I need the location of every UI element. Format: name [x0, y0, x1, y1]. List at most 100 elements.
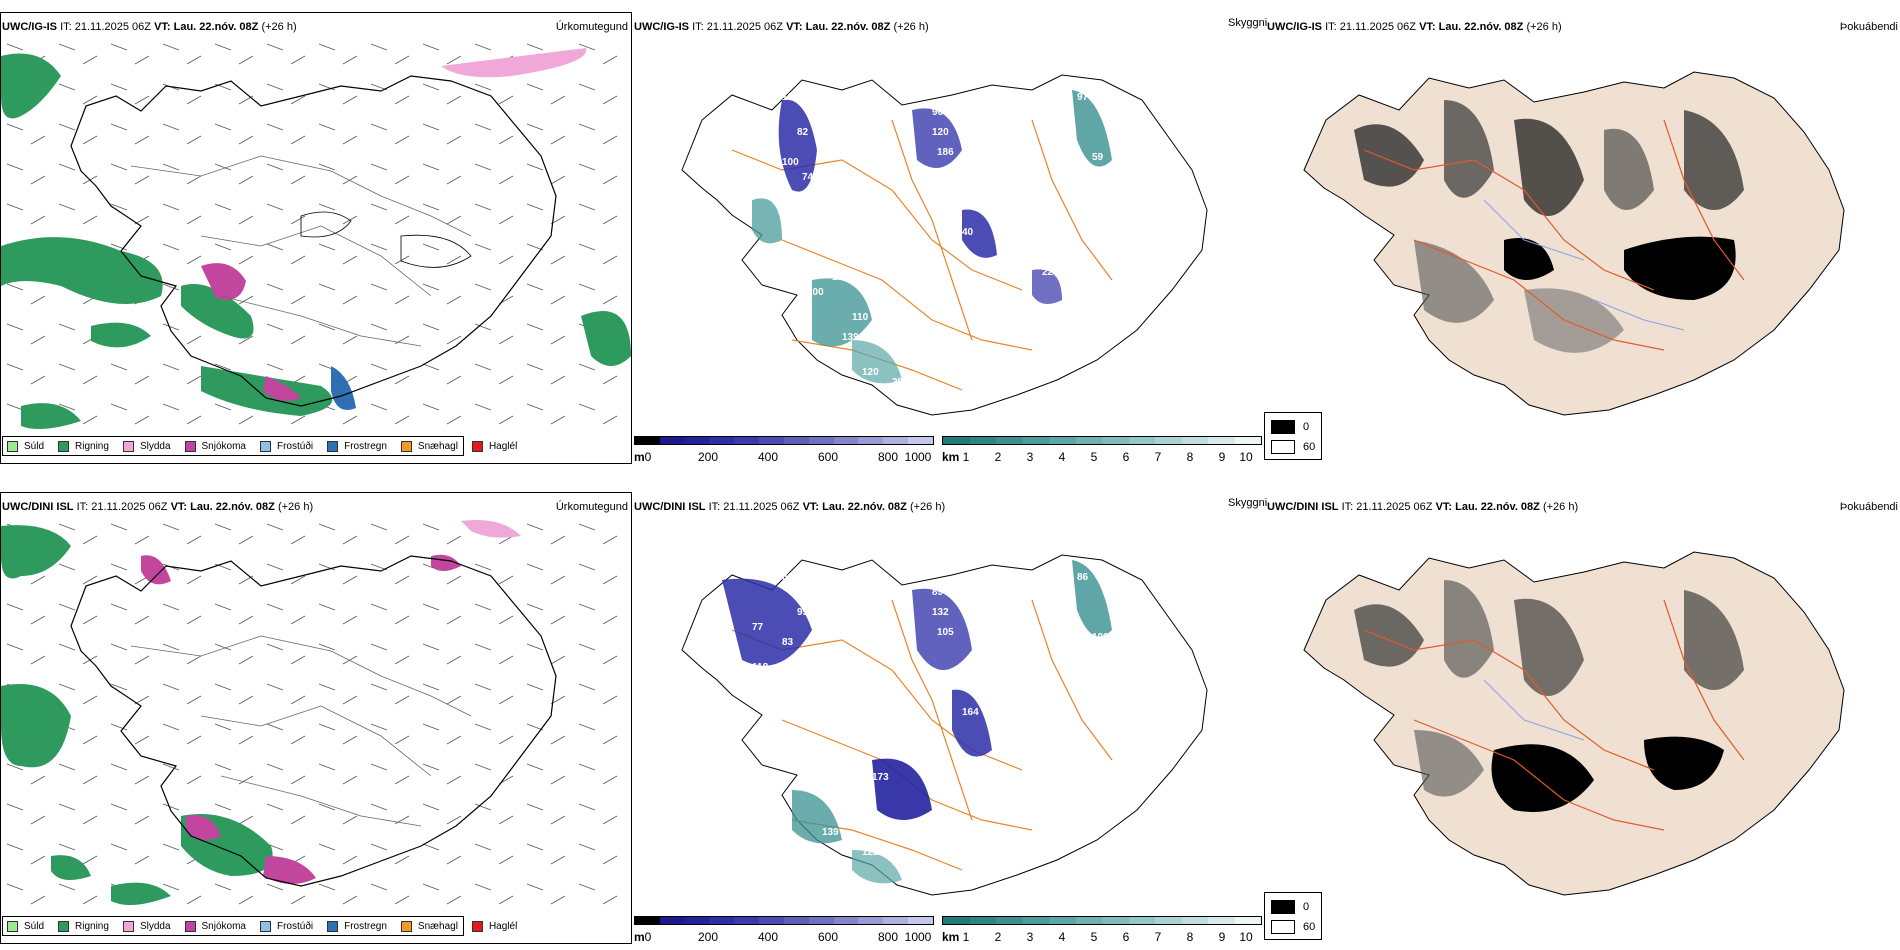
precip-legend: Súld Rigning Slydda Snjókoma Frostúði Fr… [2, 916, 517, 936]
visibility-value-label: 86 [1077, 572, 1089, 583]
vt-label: VT: [802, 501, 820, 513]
panel-header: UWC/DINI ISL IT: 21.11.2025 06Z VT: Lau.… [1267, 501, 1578, 514]
legend-item: Slydda [122, 920, 171, 932]
colorbar-swatch [1155, 917, 1182, 924]
model-name: UWC/DINI ISL [1267, 501, 1339, 513]
colorbar-swatch [709, 917, 735, 924]
colorbar-unit: km [942, 930, 960, 944]
colorbar-tick: 600 [817, 930, 839, 944]
lead-time: (+26 h) [261, 21, 297, 33]
colorbar-tick: 5 [1090, 930, 1098, 944]
coastline [1303, 551, 1845, 896]
coastline [70, 555, 557, 887]
colorbar-tick: 9 [1218, 930, 1226, 944]
visibility-value-label: 120 [712, 662, 729, 673]
panel-header: UWC/IG-IS IT: 21.11.2025 06Z VT: Lau. 22… [634, 21, 929, 34]
vt-value: Lau. 22.nóv. 08Z [173, 21, 259, 33]
vt-value: Lau. 22.nóv. 08Z [190, 501, 275, 513]
legend-item: Súld [7, 920, 44, 932]
vt-label: VT: [170, 501, 188, 513]
legend-item: Snjókoma [184, 440, 246, 452]
it-value: 21.11.2025 06Z [706, 21, 783, 33]
colorbar-swatch [759, 437, 784, 444]
visibility-value-label: 122 [862, 847, 879, 858]
vt-label: VT: [786, 21, 803, 33]
colorbar-swatch [883, 437, 909, 444]
visibility-value-label: 116 [712, 182, 729, 193]
visibility-value-label: 95 [797, 607, 809, 618]
visibility-value-label: 139 [842, 332, 859, 343]
colorbar-swatch [1128, 917, 1155, 924]
panel-header: UWC/DINI ISL IT: 21.11.2025 06Z VT: Lau.… [634, 501, 945, 514]
vt-value: Lau. 22.nóv. 08Z [805, 21, 891, 33]
panel-title: Þokuábendi [1839, 501, 1898, 513]
colorbar-tick: 5 [1090, 450, 1098, 464]
colorbar-tick: 10 [1239, 930, 1253, 944]
it-value: 21.11.2025 06Z [74, 21, 151, 33]
colorbar-tick: 400 [757, 450, 779, 464]
colorbar-swatch [1181, 917, 1208, 924]
visibility-value-label: 22 [972, 762, 984, 773]
model-name: UWC/DINI ISL [634, 501, 706, 513]
it-label: IT: [708, 501, 721, 513]
precip-type-map [1, 516, 631, 914]
visibility-value-label: 97 [1077, 92, 1089, 103]
lead-time: (+26 h) [1526, 21, 1562, 33]
visibility-value-label: 148 [822, 347, 839, 358]
visibility-value-label: 40 [962, 227, 974, 238]
visibility-value-label: 139 [822, 827, 839, 838]
legend-label: 60 [1303, 441, 1316, 453]
colorbar-swatch [1075, 437, 1102, 444]
visibility-value-label: 93 [852, 792, 864, 803]
visibility-value-label: 126 [797, 232, 814, 243]
legend-item: Súld [7, 440, 44, 452]
visibility-value-label: 76 [792, 192, 804, 203]
colorbar-tick: 3 [1026, 450, 1034, 464]
legend-item: Rigning [58, 920, 109, 932]
colorbar-swatch [1102, 917, 1129, 924]
fog-panel-1: UWC/IG-IS IT: 21.11.2025 06Z VT: Lau. 22… [1264, 12, 1900, 464]
colorbar-tick: 1 [962, 450, 970, 464]
panel-title: Skyggni [1228, 17, 1268, 29]
colorbar-swatch [734, 917, 760, 924]
colorbar-swatch [709, 437, 735, 444]
colorbar-swatch [1102, 437, 1129, 444]
legend-item: Haglél [471, 440, 517, 452]
model-name: UWC/IG-IS [634, 21, 689, 33]
visibility-m-colorbar: m 0 200 400 600 800 1000 [634, 916, 934, 950]
legend-item: Frostregn [327, 440, 387, 452]
colorbar-swatch [783, 917, 809, 924]
visibility-value-label: 66 [792, 672, 804, 683]
colorbar-swatch [684, 917, 710, 924]
visibility-value-label: 142 [804, 212, 821, 223]
visibility-value-label: 62 [804, 692, 816, 703]
legend-item: Snæhagl [400, 920, 458, 932]
precip-type-panel-1: UWC/IG-IS IT: 21.11.2025 06Z VT: Lau. 22… [0, 12, 632, 464]
model-name: UWC/IG-IS [2, 21, 57, 33]
colorbar-swatch [996, 917, 1023, 924]
colorbar-swatch [1075, 917, 1102, 924]
fog-panel-2: UWC/DINI ISL IT: 21.11.2025 06Z VT: Lau.… [1264, 492, 1900, 944]
lead-time: (+26 h) [277, 501, 314, 513]
visibility-value-label: 22 [1042, 267, 1054, 278]
it-label: IT: [1341, 501, 1354, 513]
wind-barbs [1, 516, 631, 914]
colorbar-swatch [659, 917, 685, 924]
visibility-value-label: 83 [782, 637, 794, 648]
lead-time: (+26 h) [909, 501, 946, 513]
map-frame [0, 492, 632, 944]
legend-label: 60 [1303, 921, 1316, 933]
it-label: IT: [76, 501, 89, 513]
visibility-value-label: 176 [842, 812, 859, 823]
wind-barbs [1, 36, 631, 434]
vt-value: Lau. 22.nóv. 08Z [1438, 21, 1524, 33]
colorbar-swatch [635, 917, 660, 924]
visibility-panel-1: UWC/IG-IS IT: 21.11.2025 06Z VT: Lau. 22… [632, 12, 1268, 464]
colorbar-swatch [833, 437, 859, 444]
panel-title: Úrkomutegund [555, 501, 628, 513]
colorbar-tick: 4 [1058, 930, 1066, 944]
colorbar-swatch [1128, 437, 1155, 444]
